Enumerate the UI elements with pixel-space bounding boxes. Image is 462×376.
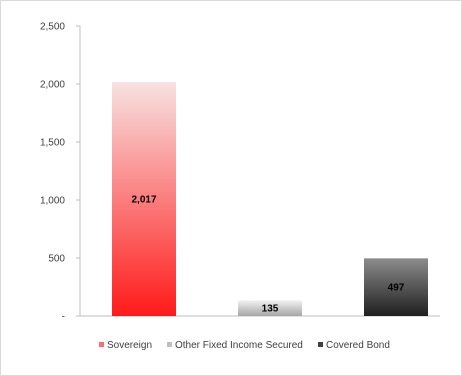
legend: Sovereign Other Fixed Income Secured Cover…	[99, 340, 390, 351]
legend-item-other-fixed-income-secured: Other Fixed Income Secured	[167, 340, 303, 351]
y-tick-label: 500	[48, 254, 65, 265]
legend-swatch	[318, 342, 323, 347]
y-tick-label: 1,000	[40, 196, 65, 207]
data-labels: 2,017 135 497	[131, 195, 404, 315]
bars	[112, 82, 428, 316]
legend-item-sovereign: Sovereign	[99, 340, 152, 351]
y-tick-label: -	[62, 312, 65, 323]
legend-swatch	[99, 342, 104, 347]
bar-covered-bond	[364, 258, 428, 316]
legend-swatch	[167, 342, 172, 347]
data-label: 2,017	[131, 195, 156, 206]
bar-sovereign	[112, 82, 176, 316]
legend-item-covered-bond: Covered Bond	[318, 340, 390, 351]
legend-label: Sovereign	[107, 340, 152, 351]
legend-label: Other Fixed Income Secured	[175, 340, 303, 351]
data-label: 497	[388, 283, 405, 294]
y-tick-label: 2,000	[40, 80, 65, 91]
bar-other-fixed-income-secured	[238, 300, 302, 316]
y-tick-label: 1,500	[40, 138, 65, 149]
data-label: 135	[262, 304, 279, 315]
legend-label: Covered Bond	[326, 340, 390, 351]
y-tick-label: 2,500	[40, 22, 65, 33]
